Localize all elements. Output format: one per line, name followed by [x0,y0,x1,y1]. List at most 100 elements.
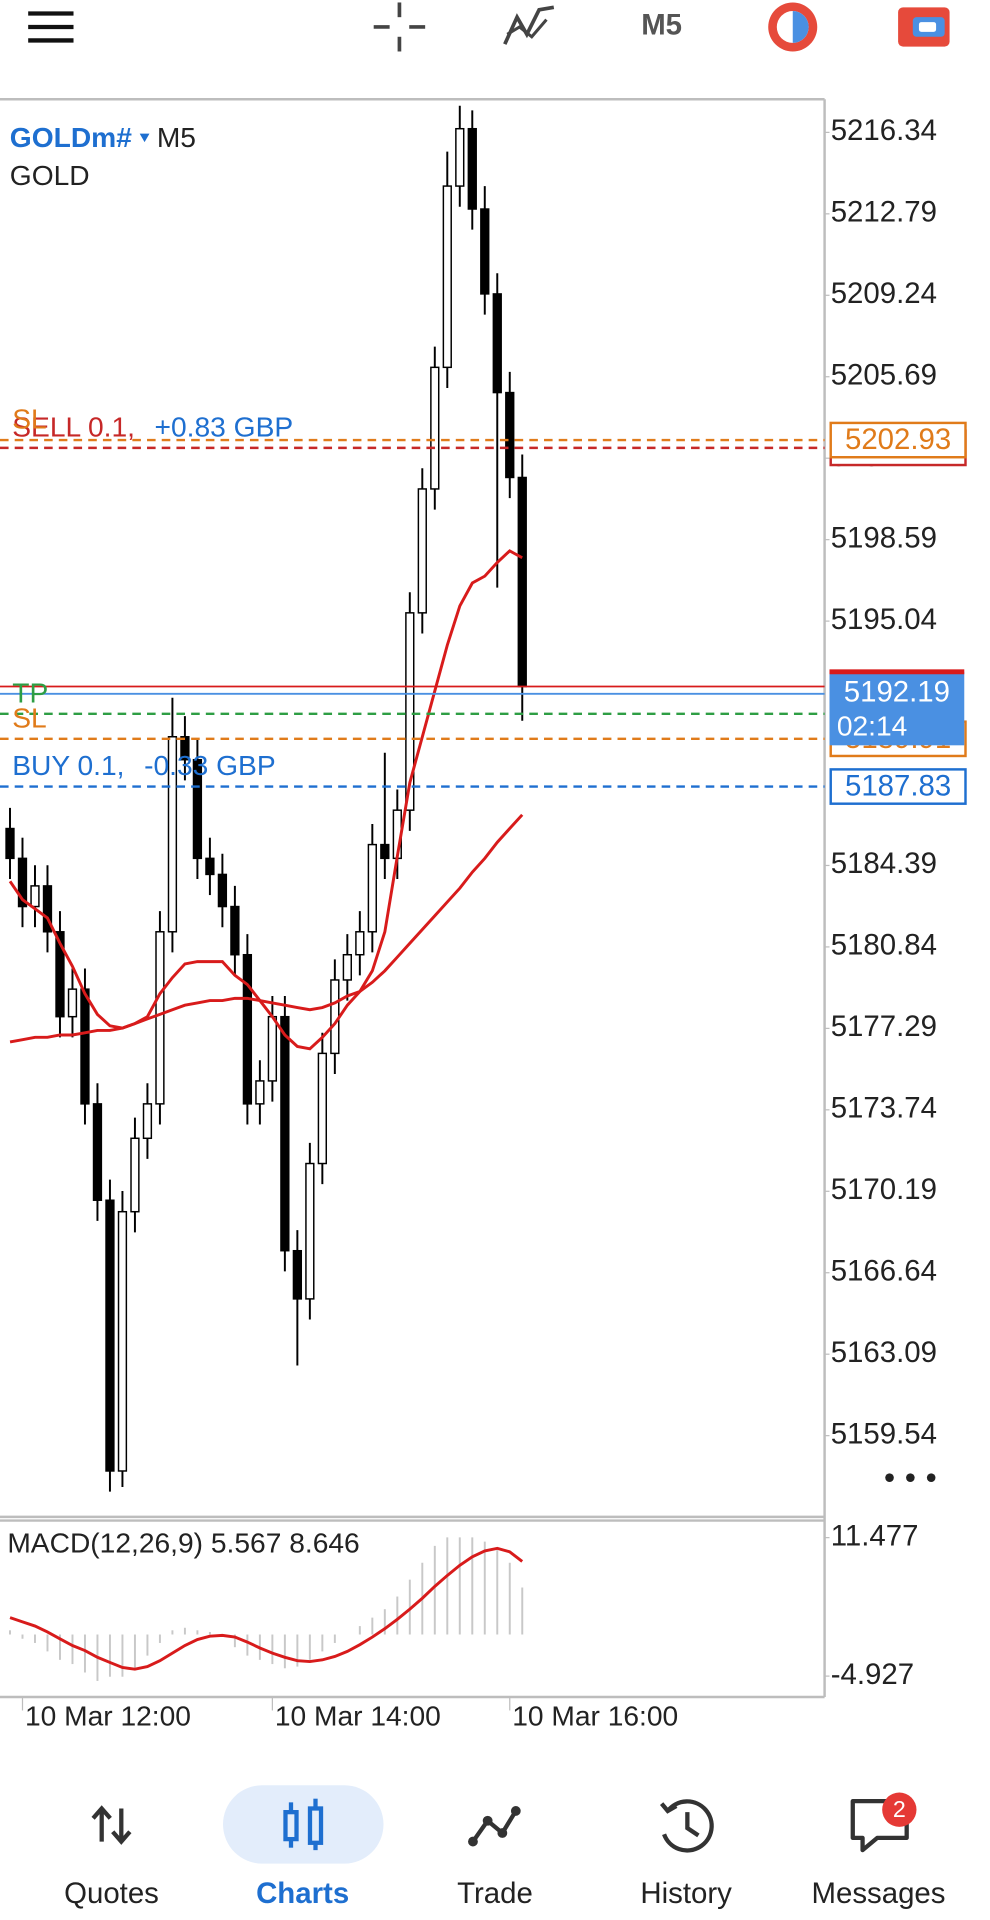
y-tick-label: 5209.24 [831,277,937,310]
candle-body [305,1162,315,1300]
candle-body [167,736,178,933]
plot [5,105,527,1492]
y-tick-label: 5166.64 [831,1255,937,1288]
candle-body [105,1199,115,1472]
chart-timeframe: M5 [157,121,196,153]
candle-body [330,979,340,1055]
order-price-box [829,768,967,805]
messages-icon [850,1792,917,1853]
order-label: SL [12,403,46,435]
y-tick-label: 5195.04 [831,603,937,636]
candle-body [30,885,40,908]
candle-body [42,885,53,933]
nav-tab[interactable]: Quotes [64,1877,159,1910]
countdown: 02:14 [837,710,908,742]
macd-pane [9,1537,524,1681]
candle-body [342,953,352,981]
x-tick-label: 10 Mar 12:00 [25,1699,191,1731]
candle-body [180,736,190,761]
order-type: SELL 0.1, [12,411,135,443]
order-label: SL [12,702,46,734]
candle-body [417,488,427,614]
candle-body [255,1080,265,1105]
candle-body [92,1103,103,1201]
symbol-description: GOLD [10,159,90,191]
candle-body [267,1015,278,1082]
nav-tab[interactable]: Charts [256,1877,349,1910]
moving-average [8,549,523,1051]
candle-body [480,208,490,295]
bid-box-strip [829,669,965,675]
order-label: BUY 0.1, -0.33 GBP [12,750,275,782]
trade-icon [468,1806,521,1847]
y-tick-label: 5173.74 [831,1092,937,1125]
candle-body [367,843,377,933]
active-tab-background [222,1785,384,1864]
bid-box [829,671,965,746]
more-button[interactable] [885,1473,936,1482]
y-tick-label: 5180.84 [831,929,937,962]
candle-body [380,843,390,860]
nav-tab[interactable]: Messages [812,1877,946,1910]
candle-body [517,476,527,688]
y-tick-label: 5216.34 [831,114,937,147]
candle-body [155,931,165,1105]
bottom-nav: Quotes Charts Trade History Messages [64,1877,945,1910]
order-type: TP [12,677,48,709]
candle-body [117,1210,128,1472]
order-profit: +0.83 GBP [155,411,294,443]
order-type: BUY 0.1, [12,750,124,782]
order-label: TP [12,677,48,709]
candle-body [467,127,477,210]
symbol-dropdown[interactable] [139,133,150,143]
candle-body [292,1249,303,1300]
y-tick-label: 5205.69 [831,359,937,392]
order-type: SL [12,702,46,734]
chart-frame [0,98,826,1699]
macd-label: MACD(12,26,9) 5.567 8.646 [7,1526,359,1558]
candle-body [280,1015,290,1252]
crosshair-button[interactable] [373,2,426,52]
candle-body [192,758,203,860]
candle-body [217,873,228,908]
candle-body [205,857,215,876]
trade-button[interactable] [898,7,950,47]
menu-button[interactable] [26,9,76,47]
candle-body [142,1103,153,1140]
candle-body [492,293,502,394]
clock-button[interactable] [768,2,818,52]
x-tick-label: 10 Mar 16:00 [512,1699,678,1731]
candle-body [17,857,28,908]
y-tick-label: 5163.09 [831,1336,937,1369]
x-tick-label: 10 Mar 14:00 [275,1699,441,1731]
macd-signal [9,1546,524,1671]
order-price-label: 5187.83 [845,770,951,803]
candle-body [242,953,253,1105]
candle-body [5,827,15,860]
candle-body [355,931,365,956]
axes: 5216.345212.795209.245205.695202.145198.… [0,114,967,1731]
candle-body [80,988,90,1105]
candle-body [405,612,415,811]
indicators-button[interactable] [503,5,555,45]
candle-body [130,1137,140,1213]
messages-badge: 2 [893,1796,906,1822]
order-label: SELL 0.1, +0.83 GBP [12,411,293,443]
timeframe-button[interactable]: M5 [641,9,682,42]
y-tick-label: 5170.19 [831,1173,937,1206]
order-profit: -0.33 GBP [144,750,276,782]
history-icon [659,1799,714,1853]
charts-icon [283,1798,324,1851]
order-price-label: 5202.93 [845,423,951,456]
symbol[interactable]: GOLDm# [10,121,132,153]
y-tick-label: 5159.54 [831,1417,937,1450]
bid-price: 5192.19 [844,676,950,709]
nav-tab[interactable]: Trade [457,1877,533,1910]
order-type: SL [12,403,46,435]
candle-body [455,127,465,187]
nav-tab[interactable]: History [640,1877,732,1910]
candle-body [430,366,440,490]
y-tick-label: 5177.29 [831,1010,937,1043]
